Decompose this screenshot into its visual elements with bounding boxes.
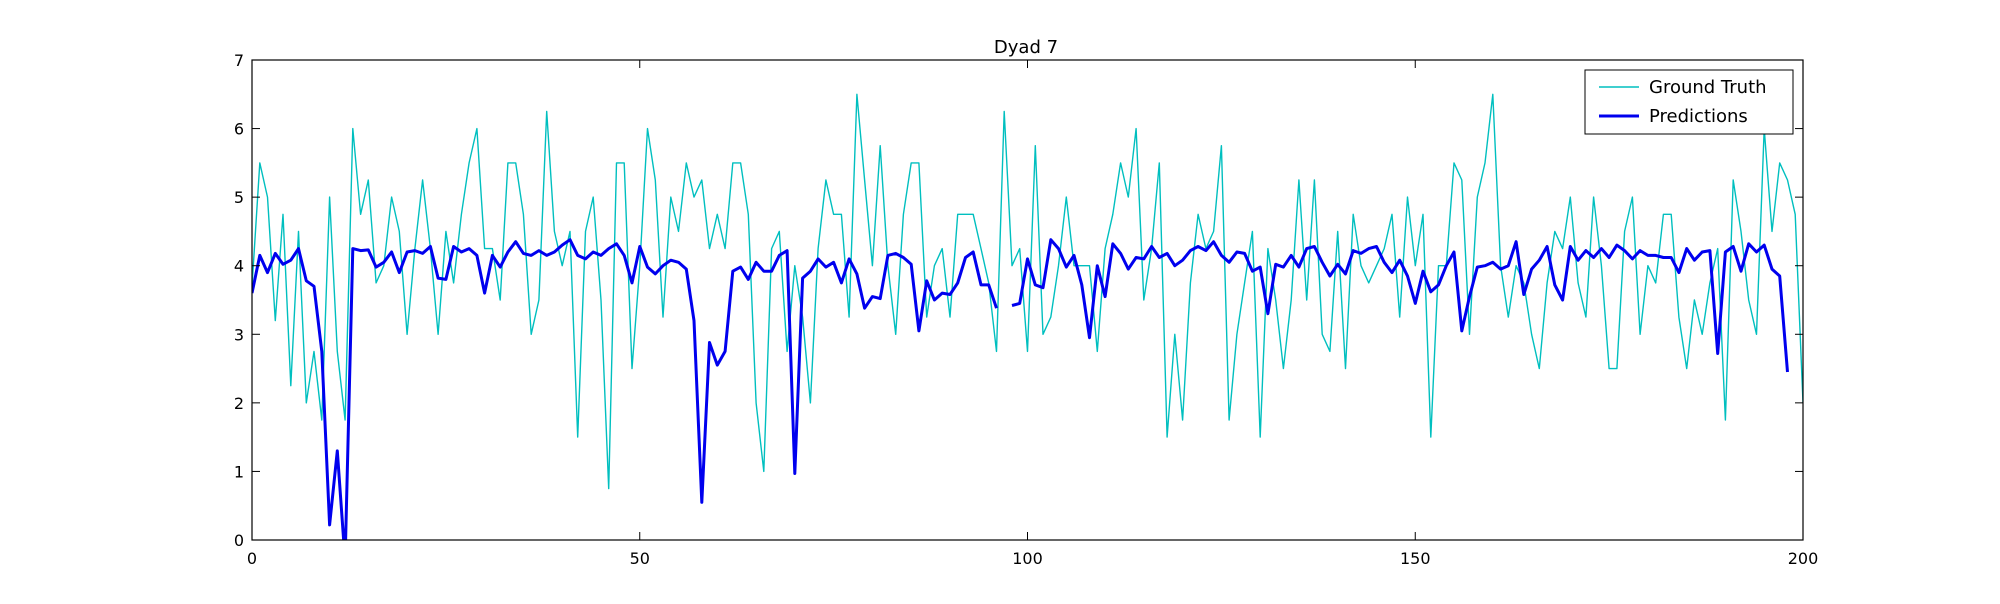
series-layer — [252, 93, 1803, 540]
y-tick-label: 3 — [234, 325, 244, 344]
y-tick-label: 2 — [234, 394, 244, 413]
legend-box — [1584, 69, 1794, 135]
y-tick-label: 1 — [234, 462, 244, 481]
x-tick-label: 150 — [1400, 549, 1431, 568]
x-tick-label: 0 — [247, 549, 257, 568]
series-line-ground-truth — [252, 93, 1803, 490]
y-tick-label: 4 — [234, 257, 244, 276]
y-tick-label: 7 — [234, 51, 244, 70]
legend-label-ground-truth: Ground Truth — [1649, 77, 1767, 98]
plot-frame — [251, 59, 1804, 541]
x-tick-label: 100 — [1012, 549, 1043, 568]
x-tick-label: 200 — [1788, 549, 1819, 568]
legend: Ground Truth Predictions — [1584, 69, 1794, 135]
series-line-predictions — [252, 238, 1789, 540]
y-tick-label: 0 — [234, 531, 244, 550]
x-tick-label: 50 — [630, 549, 650, 568]
chart-title: Dyad 7 — [994, 37, 1058, 58]
legend-label-predictions: Predictions — [1649, 106, 1748, 127]
y-tick-label: 5 — [234, 188, 244, 207]
axes-layer: 0 50 100 150 200 0 1 2 3 4 5 6 7 — [234, 51, 1818, 568]
y-tick-label: 6 — [234, 120, 244, 139]
